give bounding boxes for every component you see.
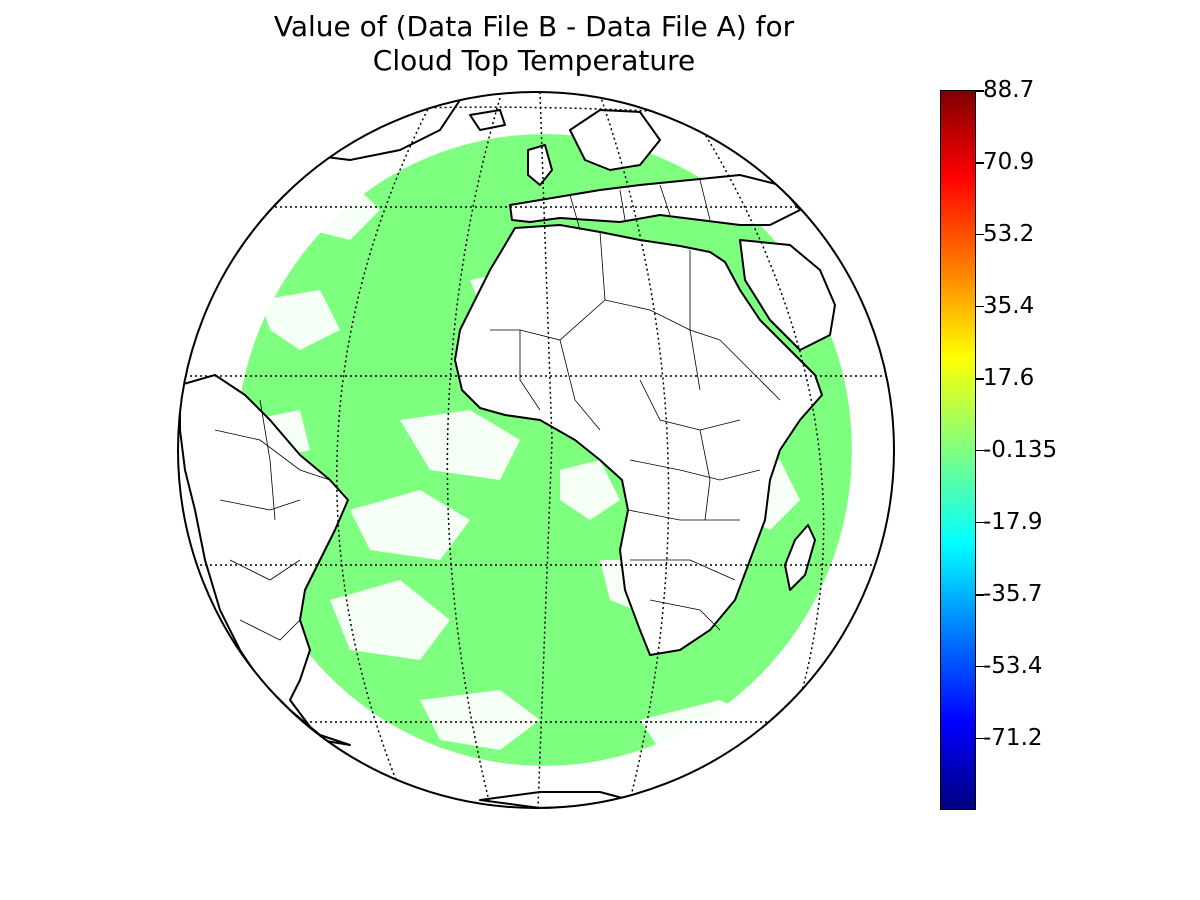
south-america-land	[179, 374, 351, 746]
colorbar-tick-label: 17.6	[983, 365, 1035, 392]
colorbar-tick	[976, 449, 984, 452]
arabia-land	[739, 239, 836, 351]
title-line-1: Value of (Data File B - Data File A) for	[273, 10, 795, 43]
colorbar-tick	[976, 378, 984, 380]
colorbar-tick-label: 35.4	[983, 292, 1035, 319]
iceland-land	[469, 109, 506, 131]
colorbar-tick	[976, 90, 984, 92]
colorbar-tick	[976, 521, 984, 524]
colorbar-tick	[976, 665, 984, 668]
colorbar-tick-label: 70.9	[983, 149, 1035, 176]
colorbar-tick	[976, 162, 984, 164]
colorbar	[940, 90, 976, 810]
madagascar-land	[784, 524, 816, 591]
colorbar-tick-label: 88.7	[983, 77, 1035, 103]
title-line-2: Cloud Top Temperature	[372, 44, 696, 77]
colorbar-tick	[976, 594, 984, 596]
coastlines	[179, 94, 836, 808]
colorbar-tick-label: 53.2	[983, 220, 1035, 247]
colorbar-tick-label: -0.135	[983, 436, 1058, 463]
colorbar-tick-label: -35.7	[983, 581, 1043, 608]
figure-title: Value of (Data File B - Data File A) for…	[160, 10, 908, 78]
scandinavia-land	[569, 109, 661, 171]
colorbar-tick	[976, 305, 984, 308]
colorbar-tick-label: -71.2	[983, 724, 1043, 751]
europe-land	[509, 174, 801, 226]
colorbar-tick	[976, 737, 984, 740]
africa-land	[454, 224, 823, 656]
colorbar-tick-label: -53.4	[983, 652, 1043, 679]
colorbar-tick-label: -17.9	[983, 508, 1043, 535]
colorbar-tick	[976, 233, 984, 236]
british-isles-land	[527, 144, 553, 186]
globe-outline	[177, 91, 895, 809]
country-borders	[214, 179, 781, 641]
